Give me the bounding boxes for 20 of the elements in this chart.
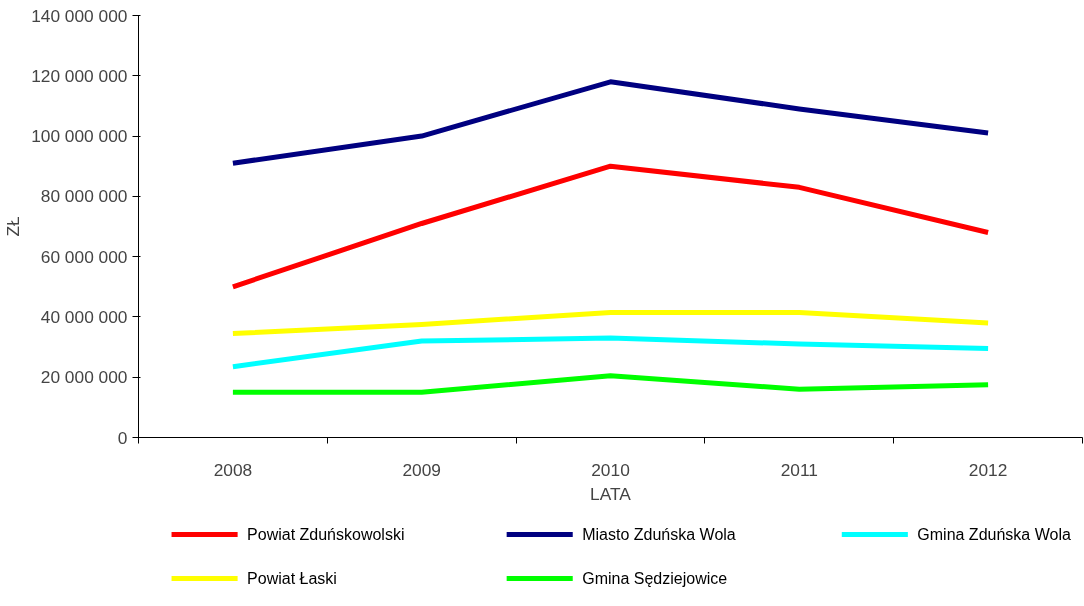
y-tick-label: 40 000 000 bbox=[40, 306, 128, 327]
y-tick-label: 60 000 000 bbox=[40, 246, 128, 267]
y-axis-title: ZŁ bbox=[3, 216, 24, 237]
y-tick-label: 140 000 000 bbox=[31, 5, 128, 26]
x-tick-label: 2012 bbox=[968, 459, 1008, 480]
y-tick-label: 100 000 000 bbox=[31, 126, 128, 147]
legend-label: Powiat Łaski bbox=[247, 570, 337, 587]
y-tick-label: 80 000 000 bbox=[40, 186, 128, 207]
x-tick-label: 2010 bbox=[591, 459, 630, 480]
x-axis-title: LATA bbox=[590, 483, 632, 504]
y-tick-label: 20 000 000 bbox=[40, 367, 128, 388]
x-tick-label: 2011 bbox=[780, 459, 818, 480]
legend-label: Powiat Zduńskowolski bbox=[247, 526, 405, 543]
x-tick-label: 2009 bbox=[402, 459, 441, 480]
legend-label: Gmina Zduńska Wola bbox=[917, 526, 1071, 543]
legend-label: Miasto Zduńska Wola bbox=[582, 526, 736, 543]
y-tick-label: 120 000 000 bbox=[31, 65, 128, 86]
x-tick-label: 2008 bbox=[213, 459, 253, 480]
legend-label: Gmina Sędziejowice bbox=[582, 570, 728, 587]
y-tick-label: 0 bbox=[117, 427, 128, 448]
